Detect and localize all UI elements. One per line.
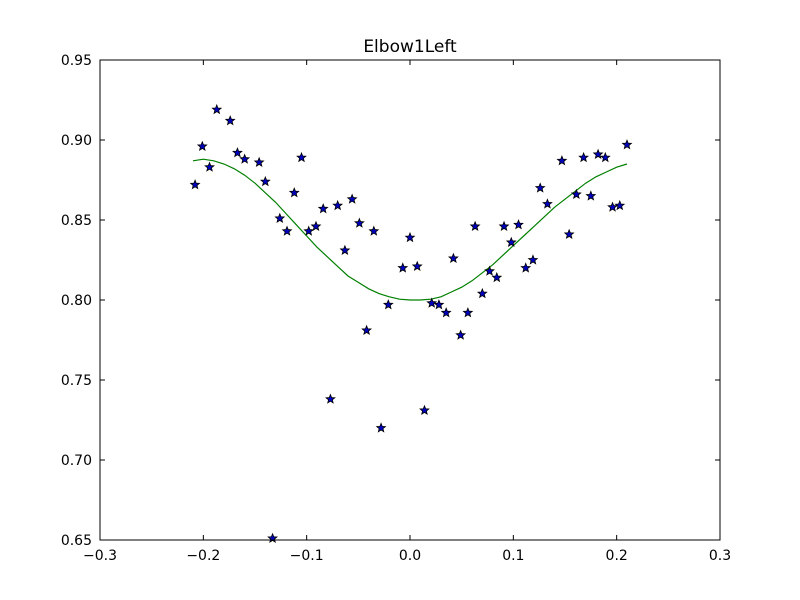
- scatter-point: [274, 212, 286, 224]
- scatter-point: [498, 220, 510, 232]
- scatter-point: [189, 179, 201, 190]
- scatter-point: [232, 147, 243, 158]
- scatter-point: [204, 161, 215, 172]
- scatter-point: [542, 198, 553, 209]
- scatter-point: [368, 225, 380, 236]
- scatter-point: [339, 244, 351, 256]
- scatter-point: [253, 156, 265, 168]
- scatter-point: [196, 140, 208, 152]
- scatter-point: [433, 299, 445, 310]
- scatter-point: [556, 155, 568, 166]
- scatter-point: [469, 220, 481, 232]
- scatter-point: [211, 103, 223, 115]
- plot-frame: [99, 59, 721, 541]
- y-tick-label: 0.75: [61, 373, 92, 389]
- y-tick-label: 0.90: [61, 133, 92, 149]
- scatter-point: [527, 254, 539, 265]
- scatter-point: [484, 265, 495, 276]
- plot-area: [189, 103, 633, 544]
- scatter-point: [534, 182, 546, 193]
- y-tick-label: 0.65: [61, 533, 92, 549]
- x-tick-label: 0.3: [709, 548, 731, 564]
- scatter-point: [375, 422, 387, 433]
- scatter-point: [239, 153, 251, 164]
- scatter-point: [317, 203, 329, 214]
- scatter-point: [520, 262, 532, 273]
- scatter-point: [310, 220, 322, 232]
- scatter-point: [382, 299, 394, 310]
- y-tick-label: 0.85: [61, 213, 92, 229]
- scatter-point: [397, 262, 409, 273]
- scatter-point: [513, 219, 524, 230]
- scatter-point: [325, 393, 336, 404]
- x-axis: −0.3 −0.2 −0.1 0.0 0.1 0.2 0.3: [83, 60, 731, 564]
- scatter-point: [563, 228, 575, 240]
- scatter-point: [303, 225, 315, 236]
- scatter-point: [426, 297, 438, 308]
- chart-title: Elbow1Left: [363, 37, 457, 57]
- scatter-point: [592, 148, 604, 160]
- scatter-point: [491, 271, 503, 283]
- scatter-point: [353, 217, 365, 228]
- scatter-point: [614, 199, 626, 211]
- x-tick-label: −0.3: [83, 548, 117, 564]
- scatter-point: [440, 307, 452, 318]
- x-tick-label: 0.1: [502, 548, 524, 564]
- y-tick-label: 0.70: [61, 453, 92, 469]
- x-tick-label: 0.0: [399, 548, 421, 564]
- scatter-point: [578, 151, 590, 163]
- y-axis: 0.65 0.70 0.75 0.80 0.85 0.90 0.95: [61, 53, 720, 549]
- x-tick-label: 0.2: [606, 548, 628, 564]
- scatter-point: [505, 236, 517, 248]
- scatter-point: [346, 193, 358, 204]
- x-tick-label: −0.2: [186, 548, 220, 564]
- scatter-point: [361, 324, 373, 336]
- scatter-point: [296, 151, 307, 163]
- scatter-point: [476, 287, 488, 299]
- scatter-point: [411, 260, 423, 272]
- scatter-point: [607, 201, 618, 212]
- scatter-point: [447, 252, 459, 264]
- scatter-point: [224, 115, 236, 126]
- scatter-point: [332, 199, 344, 211]
- scatter-point: [259, 175, 271, 187]
- fit-curve: [192, 158, 628, 301]
- scatter-point: [455, 329, 467, 340]
- scatter-point: [267, 532, 278, 544]
- y-tick-label: 0.95: [61, 53, 92, 69]
- scatter-point: [599, 151, 611, 163]
- x-tick-label: −0.1: [290, 548, 324, 564]
- scatter-point: [288, 187, 300, 198]
- scatter-point: [419, 404, 430, 416]
- scatter-point: [585, 190, 597, 201]
- scatter-point: [621, 139, 633, 150]
- scatter-point: [462, 307, 474, 318]
- scatter-point: [281, 225, 293, 236]
- scatter-point: [404, 231, 416, 243]
- y-tick-label: 0.80: [61, 293, 92, 309]
- scatter-point: [570, 188, 582, 200]
